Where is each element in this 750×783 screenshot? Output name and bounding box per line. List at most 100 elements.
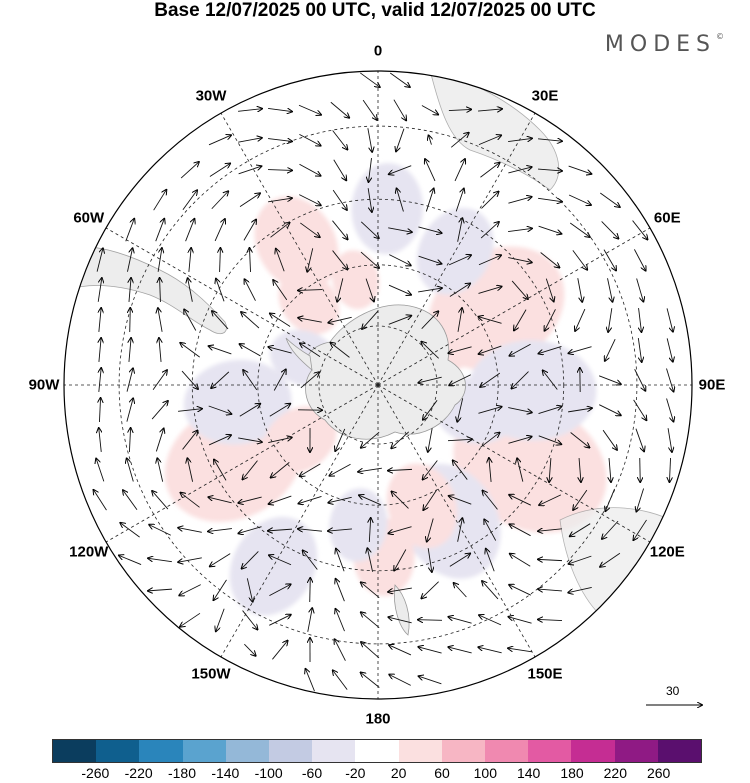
modes-logo: MODES©	[605, 32, 724, 57]
longitude-label: 180	[365, 710, 391, 728]
wind-vector	[148, 558, 172, 563]
wind-vector	[449, 374, 471, 386]
wind-vector	[329, 463, 351, 476]
wind-vector	[454, 159, 465, 182]
wind-vector	[605, 488, 615, 511]
colorbar-swatch	[182, 740, 226, 762]
colorbar-tick-label: -180	[167, 765, 197, 781]
wind-vector	[392, 492, 409, 509]
wind-vector	[123, 490, 138, 511]
wind-vector	[509, 524, 531, 537]
wind-vector	[577, 278, 582, 302]
wind-vector	[538, 435, 561, 444]
wind-vector	[216, 608, 225, 632]
wind-vector	[238, 166, 262, 175]
colorbar-swatch	[53, 740, 97, 762]
wind-vector	[209, 163, 230, 177]
wind-vector	[545, 278, 553, 302]
colorbar-tick-label: -140	[211, 765, 240, 781]
wind-vector	[538, 225, 562, 234]
wind-vector	[637, 338, 641, 362]
wind-vector	[216, 279, 225, 302]
wind-vector	[666, 368, 674, 392]
colorbar-tick-label: 140	[516, 765, 541, 781]
wind-vector	[328, 529, 352, 531]
wind-vector	[268, 108, 292, 111]
wind-vector	[358, 467, 382, 472]
wind-vector	[517, 458, 524, 482]
wind-vector	[486, 549, 495, 572]
wind-vector	[299, 133, 320, 145]
wind-vector	[298, 318, 322, 323]
wind-vector	[480, 222, 499, 239]
wind-vector	[418, 376, 442, 383]
wind-vector	[478, 255, 501, 266]
wind-vector	[425, 189, 433, 212]
wind-vector	[508, 407, 531, 413]
wind-vector	[570, 432, 590, 448]
colorbar-swatch	[485, 740, 529, 762]
wind-vector	[239, 404, 260, 417]
wind-vector	[270, 314, 291, 327]
wind-vector	[508, 617, 532, 624]
wind-vector	[570, 523, 591, 537]
wind-vector	[211, 371, 230, 388]
colorbar-swatch	[96, 740, 140, 762]
wind-vector	[568, 194, 591, 205]
wind-vector	[300, 343, 321, 358]
wind-vector	[94, 490, 107, 511]
wind-vector	[423, 400, 438, 419]
wind-vector	[454, 583, 467, 598]
colorbar-tick-label: -100	[254, 765, 283, 781]
wind-vector	[538, 529, 562, 531]
wind-vector	[270, 223, 289, 238]
wind-vector	[607, 278, 613, 301]
wind-vector	[393, 99, 406, 121]
wind-vector	[209, 346, 232, 355]
wind-vector	[241, 312, 260, 329]
wind-vector	[478, 135, 501, 146]
wind-vector	[272, 641, 287, 660]
wind-vector	[307, 608, 312, 632]
wind-vector	[328, 496, 352, 502]
wind-vector	[418, 226, 441, 233]
wind-vector	[244, 643, 255, 656]
wind-vector	[159, 338, 161, 362]
colorbar-swatch	[398, 740, 442, 762]
wind-vector	[180, 343, 200, 358]
wind-vector	[119, 555, 142, 565]
wind-vector	[306, 669, 315, 692]
wind-vector	[362, 310, 379, 329]
wind-vector	[482, 581, 499, 600]
wind-vector	[489, 458, 491, 482]
wind-vector	[666, 338, 673, 361]
colorbar-tick-label: 180	[560, 765, 584, 781]
wind-vector	[418, 620, 443, 621]
wind-vector	[509, 495, 532, 506]
wind-vector	[480, 372, 501, 387]
wind-vector	[208, 529, 232, 532]
wind-vector	[602, 429, 617, 450]
wind-vector	[331, 343, 350, 358]
wind-vector	[573, 489, 588, 510]
wind-vector	[153, 190, 167, 211]
wind-vector	[666, 308, 673, 331]
wind-vector	[208, 405, 232, 414]
wind-vector	[189, 248, 191, 272]
wind-vector	[388, 526, 412, 534]
wind-vector	[180, 162, 199, 179]
wind-vector	[238, 437, 262, 442]
wind-vector	[126, 398, 133, 422]
wind-vectors	[94, 72, 674, 692]
latitude-circle	[318, 325, 438, 445]
colorbar-swatch	[225, 740, 270, 762]
wind-vector	[212, 311, 229, 330]
wind-vector	[609, 458, 611, 482]
longitude-label: 150E	[527, 665, 563, 683]
wind-vector	[457, 218, 463, 242]
wind-vector	[484, 519, 497, 541]
wind-vector	[388, 469, 413, 470]
meridian-line	[220, 112, 379, 386]
wind-vector	[599, 375, 621, 384]
colorbar-swatch	[312, 740, 356, 762]
